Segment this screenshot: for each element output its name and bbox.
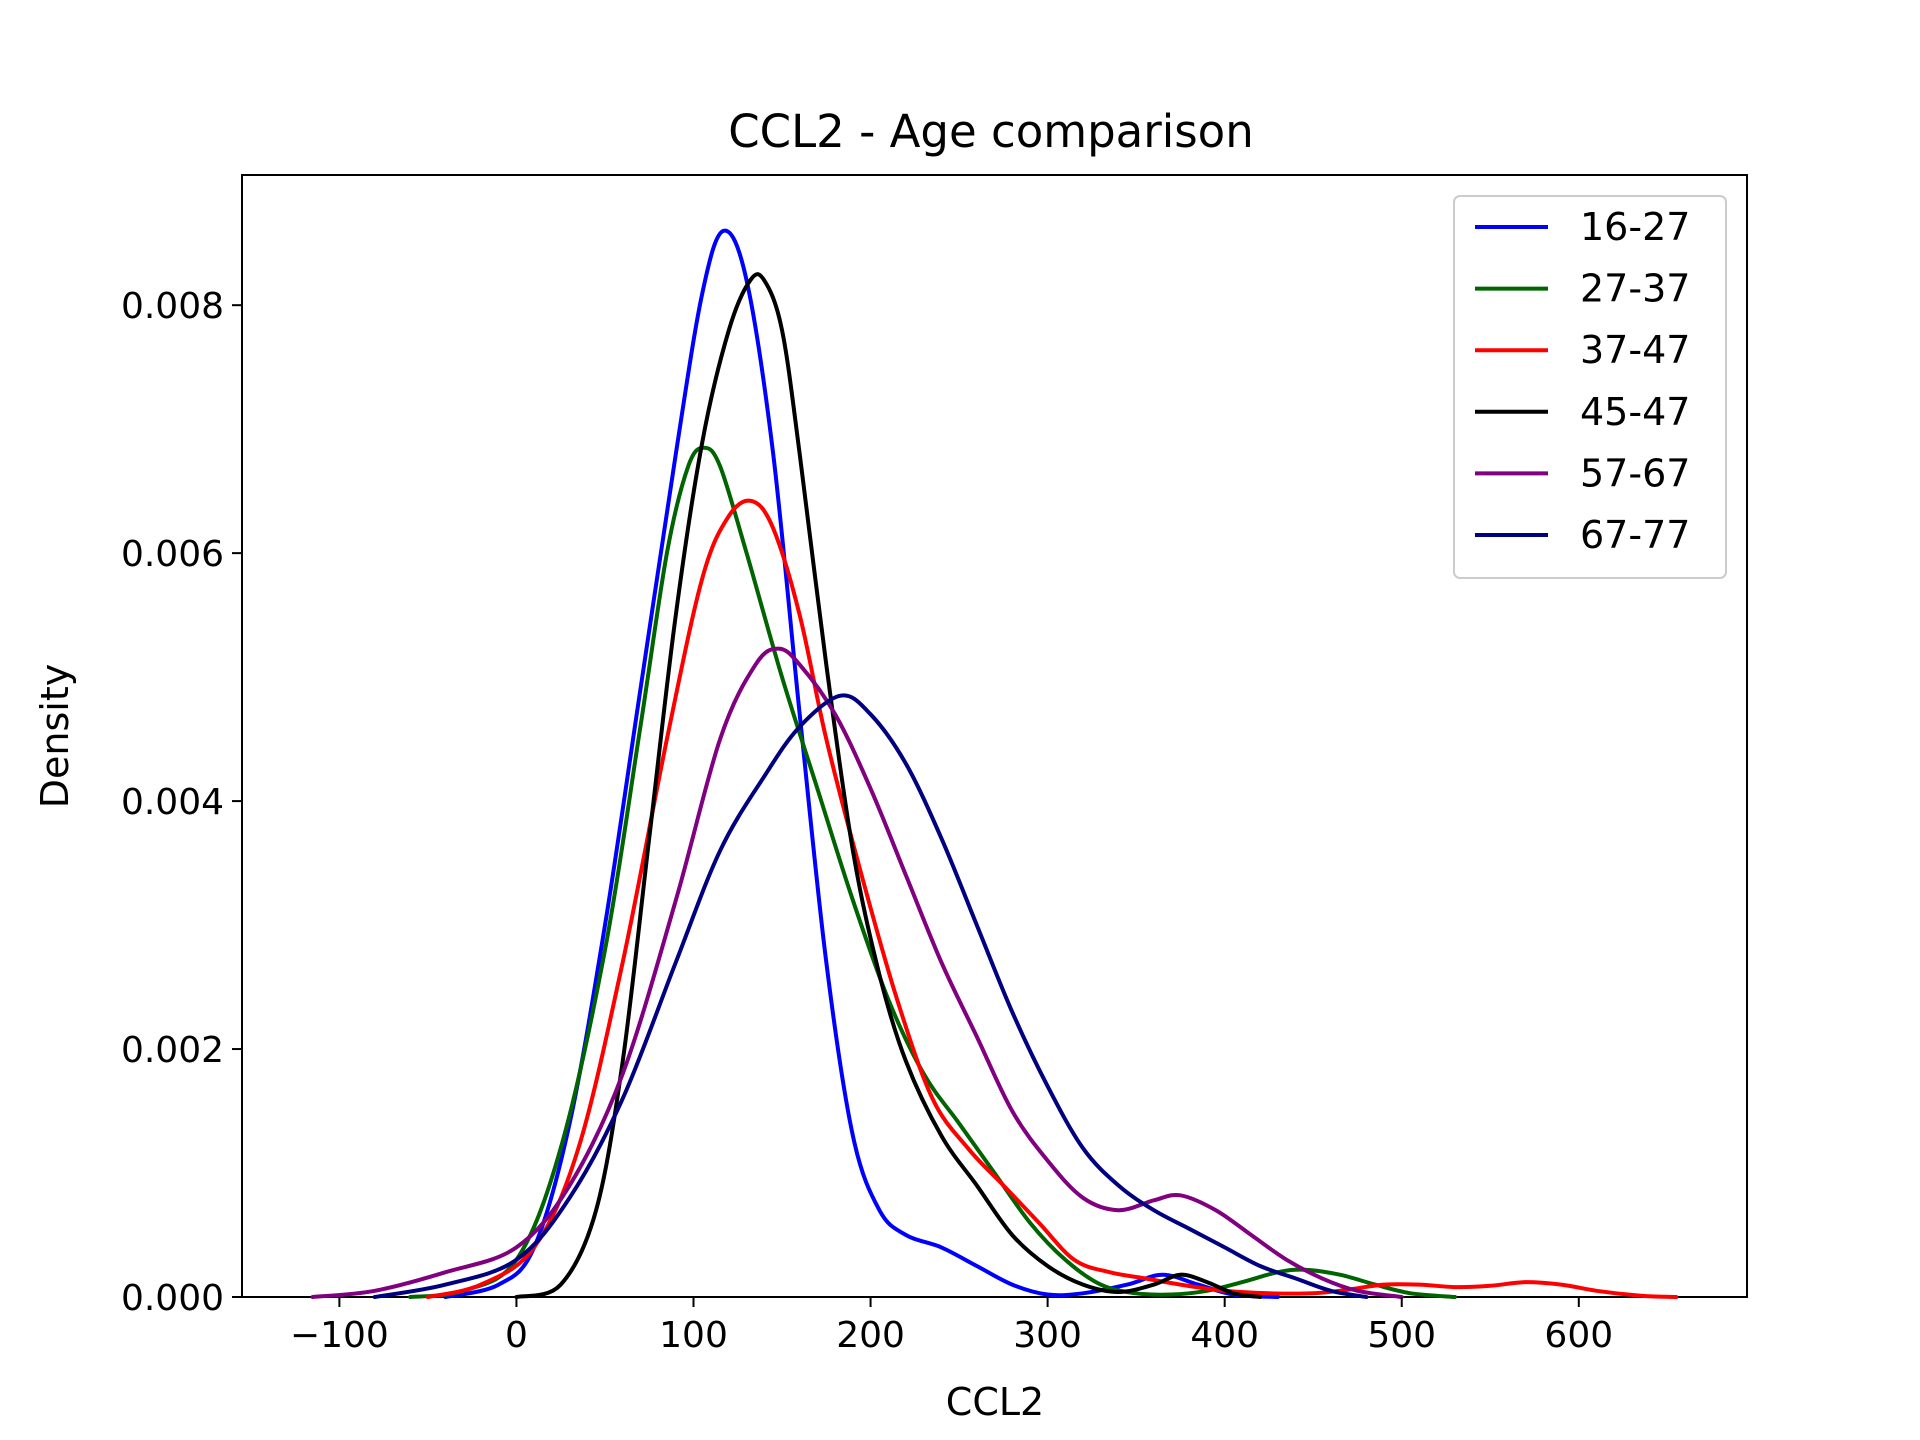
series-line-37-47 [425, 498, 1679, 1299]
series-line-16-27 [443, 228, 1280, 1299]
x-tick-label: 600 [1544, 1315, 1613, 1356]
series-line-45-47 [514, 272, 1263, 1299]
y-tick-label: 0.004 [121, 782, 224, 823]
series-line-57-67 [310, 646, 1404, 1299]
legend-label-45-47: 45-47 [1580, 390, 1690, 434]
x-tick-label: −100 [290, 1315, 389, 1356]
series-line-67-77 [372, 693, 1369, 1299]
x-axis-ticks: −100 0 100 200 300 400 500 600 [290, 1297, 1613, 1356]
x-tick-label: 400 [1190, 1315, 1259, 1356]
legend: 16-27 27-37 37-47 45-47 57-67 67-77 [1453, 195, 1727, 579]
y-tick-label: 0.008 [121, 286, 224, 327]
y-tick-label: 0.006 [121, 534, 224, 575]
legend-label-37-47: 37-47 [1580, 328, 1690, 372]
y-tick-label: 0.002 [121, 1030, 224, 1071]
x-tick-label: 500 [1367, 1315, 1436, 1356]
y-axis-ticks: 0.000 0.002 0.004 0.006 0.008 [121, 286, 242, 1319]
chart-title: CCL2 - Age comparison [728, 105, 1253, 158]
legend-label-67-77: 67-77 [1580, 513, 1690, 557]
x-tick-label: 0 [505, 1315, 528, 1356]
x-tick-label: 300 [1013, 1315, 1082, 1356]
legend-label-57-67: 57-67 [1580, 451, 1690, 495]
legend-label-27-37: 27-37 [1580, 267, 1690, 311]
y-tick-label: 0.000 [121, 1278, 224, 1319]
legend-label-16-27: 16-27 [1580, 205, 1690, 249]
x-tick-label: 200 [836, 1315, 905, 1356]
y-axis-title: Density [33, 664, 77, 808]
series-layer [310, 228, 1679, 1299]
x-axis-title: CCL2 [946, 1380, 1044, 1424]
series-line-27-37 [408, 445, 1457, 1299]
plot-area-frame [241, 174, 1748, 1298]
legend-frame [1453, 195, 1727, 579]
x-tick-label: 100 [659, 1315, 728, 1356]
